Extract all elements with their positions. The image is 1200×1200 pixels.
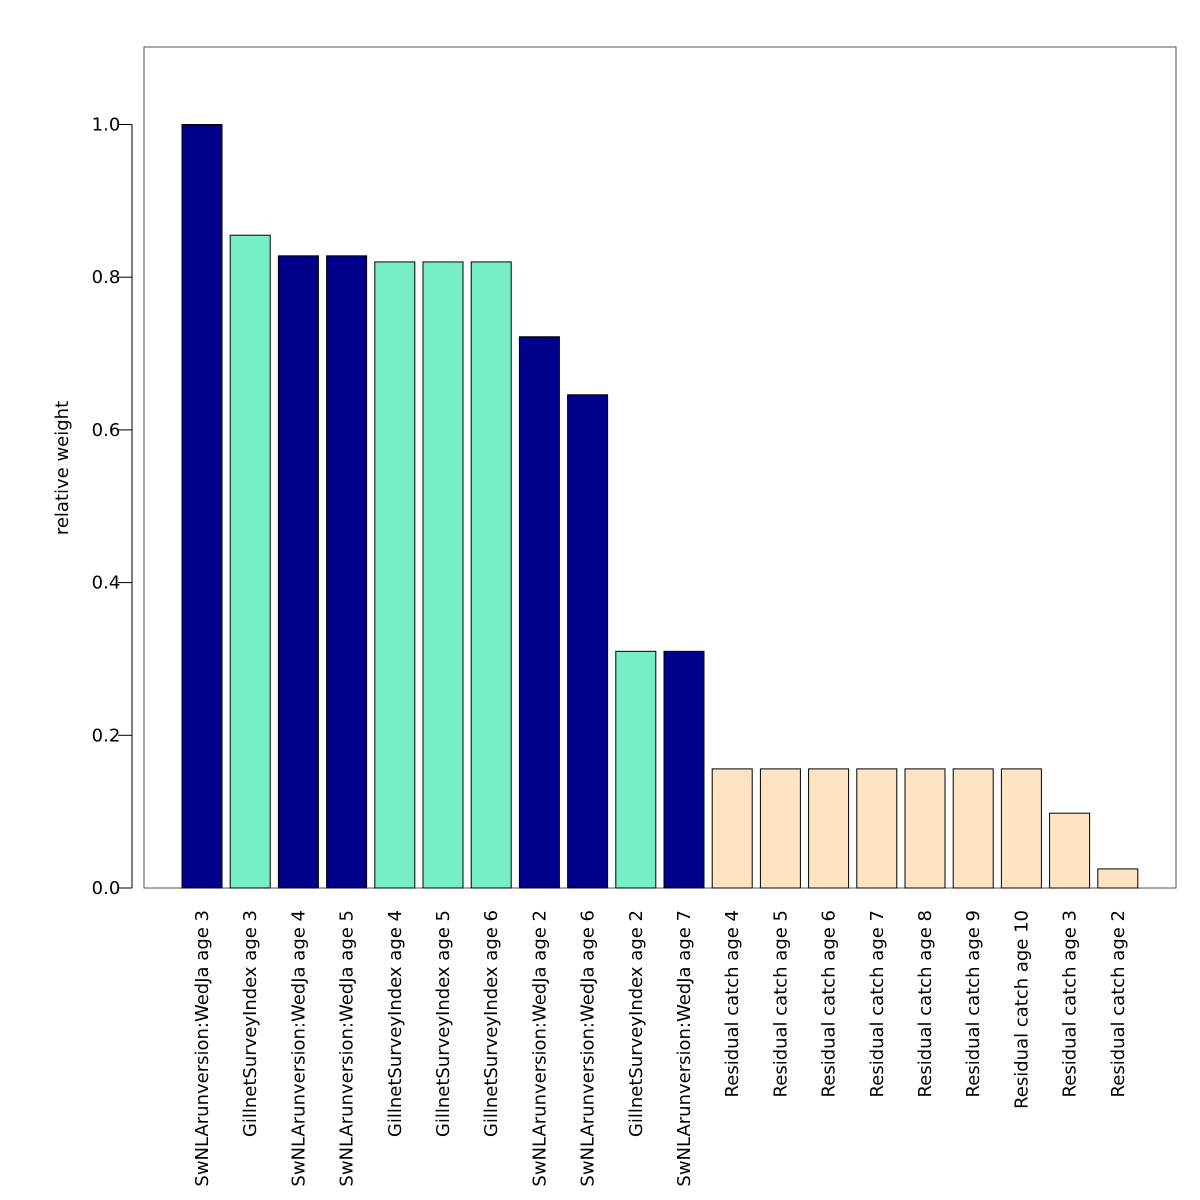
bar <box>229 234 271 889</box>
x-category-label: Residual catch age 8 <box>915 910 936 1097</box>
y-axis-label: relative weight <box>52 401 73 535</box>
x-category-label: Residual catch age 9 <box>963 910 984 1097</box>
y-tick-label: 1.0 <box>92 115 121 136</box>
x-category-label: SwNLArunversion:WedJa age 4 <box>288 910 309 1187</box>
y-tick-label: 0.0 <box>92 878 121 899</box>
bar <box>663 650 705 889</box>
y-tick-label: 0.6 <box>92 420 121 441</box>
x-category-label: GillnetSurveyIndex age 2 <box>626 910 647 1137</box>
bar <box>615 650 657 889</box>
bar <box>181 124 223 889</box>
bar <box>470 261 512 889</box>
x-category-label: SwNLArunversion:WedJa age 3 <box>192 910 213 1187</box>
bar <box>567 394 609 889</box>
bar <box>326 255 368 889</box>
x-category-label: GillnetSurveyIndex age 4 <box>385 910 406 1137</box>
bar <box>904 768 946 889</box>
bar <box>759 768 801 889</box>
bar <box>952 768 994 889</box>
x-category-label: GillnetSurveyIndex age 6 <box>481 910 502 1137</box>
x-category-label: Residual catch age 2 <box>1108 910 1129 1097</box>
bar <box>808 768 850 889</box>
bar <box>277 255 319 889</box>
plot-frame <box>143 46 1177 889</box>
bar <box>1097 868 1139 889</box>
bar <box>374 261 416 889</box>
x-category-label: SwNLArunversion:WedJa age 6 <box>578 910 599 1187</box>
x-category-label: GillnetSurveyIndex age 3 <box>240 910 261 1137</box>
x-category-label: Residual catch age 6 <box>819 910 840 1097</box>
bar <box>856 768 898 889</box>
bar <box>711 768 753 889</box>
x-category-label: Residual catch age 3 <box>1060 910 1081 1097</box>
x-category-label: SwNLArunversion:WedJa age 5 <box>337 910 358 1187</box>
x-category-label: GillnetSurveyIndex age 5 <box>433 910 454 1137</box>
y-axis: 0.0 0.2 0.4 0.6 0.8 1.0 <box>92 115 133 899</box>
x-category-label: Residual catch age 10 <box>1011 910 1032 1109</box>
bar <box>1049 812 1091 889</box>
category-labels: SwNLArunversion:WedJa age 3 GillnetSurvey… <box>192 910 1129 1187</box>
bar <box>518 336 560 889</box>
x-category-label: Residual catch age 5 <box>770 910 791 1097</box>
y-tick-label: 0.4 <box>92 573 121 594</box>
x-category-label: SwNLArunversion:WedJa age 2 <box>529 910 550 1187</box>
bar <box>1000 768 1042 889</box>
bar <box>422 261 464 889</box>
x-category-label: Residual catch age 7 <box>867 910 888 1097</box>
x-category-label: SwNLArunversion:WedJa age 7 <box>674 910 695 1187</box>
x-category-label: Residual catch age 4 <box>722 910 743 1097</box>
bars <box>181 124 1139 889</box>
y-tick-label: 0.2 <box>92 725 121 746</box>
y-tick-label: 0.8 <box>92 267 121 288</box>
